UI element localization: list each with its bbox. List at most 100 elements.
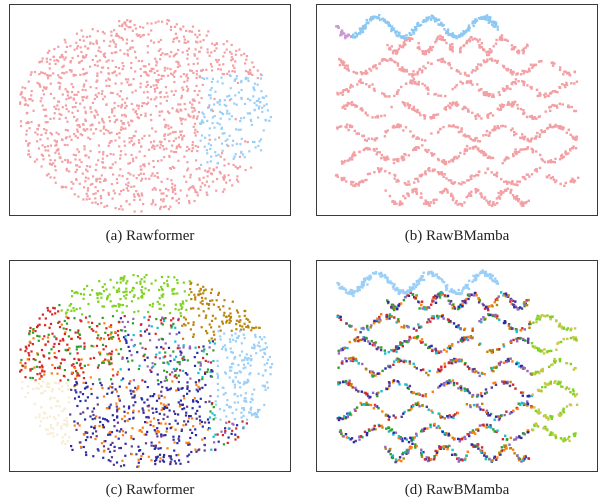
scatter-point-class-1-448 xyxy=(133,311,136,314)
scatter-point-class-0-1154 xyxy=(543,95,547,99)
scatter-point-class-0-385 xyxy=(86,128,89,131)
scatter-point-class-2-314 xyxy=(572,335,575,339)
scatter-point-class-0-421 xyxy=(57,74,60,77)
scatter-point-class-0-1138 xyxy=(490,95,494,98)
scatter-point-class-0-851 xyxy=(231,58,234,61)
scatter-point-class-10-543 xyxy=(113,449,116,452)
scatter-point-class-10-285 xyxy=(111,441,114,444)
scatter-point-class-10-559 xyxy=(116,421,119,424)
scatter-point-class-0-582 xyxy=(81,134,84,137)
scatter-point-class-0-753 xyxy=(175,52,178,55)
scatter-point-class-0-740 xyxy=(159,48,162,51)
scatter-point-class-3-118 xyxy=(339,318,343,321)
scatter-point-class-0-846 xyxy=(562,126,565,129)
scatter-point-class-5-270 xyxy=(468,434,471,438)
scatter-point-class-0-928 xyxy=(490,204,494,207)
scatter-point-class-0-797 xyxy=(95,39,98,42)
scatter-point-class-6-644 xyxy=(190,307,193,310)
scatter-point-class-0-144 xyxy=(387,157,390,161)
scatter-point-class-2-1494 xyxy=(340,29,344,32)
scatter-point-class-2-1137 xyxy=(31,343,34,346)
scatter-point-class-2-126 xyxy=(557,325,561,328)
scatter-point-class-6-60 xyxy=(204,288,207,291)
scatter-point-class-4-509 xyxy=(107,420,110,423)
scatter-point-class-1-882 xyxy=(209,147,212,151)
scatter-point-class-0-862 xyxy=(457,130,461,134)
scatter-point-class-1-1531 xyxy=(356,33,359,36)
scatter-point-class-1-987 xyxy=(207,142,210,145)
scatter-point-class-3-219 xyxy=(483,307,487,310)
scatter-point-class-0-1191 xyxy=(242,383,245,386)
scatter-point-class-0-108 xyxy=(112,39,115,42)
scatter-point-class-0-273 xyxy=(227,162,230,165)
scatter-point-class-6-867 xyxy=(225,321,228,324)
scatter-point-class-0-553 xyxy=(490,171,493,174)
scatter-point-class-1-1265 xyxy=(122,291,125,294)
scatter-point-class-0-379 xyxy=(74,105,77,108)
scatter-point-class-0-977 xyxy=(196,115,199,118)
scatter-point-class-7-982 xyxy=(107,353,110,356)
scatter-point-class-0-638 xyxy=(348,157,352,160)
scatter-point-class-0-496 xyxy=(49,159,52,162)
scatter-point-class-9-457 xyxy=(516,454,519,457)
scatter-point-class-1-1231 xyxy=(230,115,233,118)
scatter-point-class-4-1068 xyxy=(109,443,112,446)
scatter-point-class-0-1002 xyxy=(466,80,469,83)
scatter-point-class-9-897 xyxy=(54,417,57,420)
scatter-point-class-0-1009 xyxy=(365,139,368,142)
scatter-point-class-0-1375 xyxy=(154,90,157,93)
scatter-point-class-0-468 xyxy=(539,153,542,157)
scatter-point-class-2-1413 xyxy=(118,321,121,324)
scatter-point-class-0-374 xyxy=(251,73,254,76)
scatter-point-class-10-1340 xyxy=(69,413,72,416)
scatter-point-class-1-316 xyxy=(261,110,264,113)
scatter-point-class-3-1209 xyxy=(69,352,72,355)
scatter-point-class-7-355 xyxy=(102,395,106,398)
scatter-point-class-0-560 xyxy=(85,192,88,195)
scatter-point-class-0-1165 xyxy=(476,40,480,43)
scatter-point-class-0-1222 xyxy=(506,85,509,88)
scatter-point-class-0-867 xyxy=(449,43,452,47)
scatter-point-class-1-325 xyxy=(86,284,89,288)
scatter-point-class-6-1143 xyxy=(202,285,205,288)
scatter-point-class-0-769 xyxy=(565,131,568,134)
scatter-point-class-10-28 xyxy=(95,435,98,438)
scatter-point-class-0-338 xyxy=(172,139,175,143)
scatter-point-class-0-772 xyxy=(406,37,410,40)
scatter-point-class-0-930 xyxy=(254,335,257,339)
scatter-point-class-0-817 xyxy=(442,60,445,63)
scatter-point-class-3-220 xyxy=(440,365,443,368)
scatter-point-class-10-701 xyxy=(198,448,201,451)
scatter-point-class-0-22 xyxy=(169,205,172,208)
scatter-point-class-6-1039 xyxy=(222,314,225,317)
scatter-point-class-0-741 xyxy=(195,159,198,162)
scatter-point-class-0-1340 xyxy=(137,104,140,107)
scatter-point-class-0-1349 xyxy=(97,159,100,162)
scatter-point-class-0-1351 xyxy=(247,70,250,74)
scatter-point-class-0-722 xyxy=(373,89,376,92)
scatter-point-class-0-772 xyxy=(47,172,50,176)
scatter-point-class-0-1057 xyxy=(44,132,47,135)
scatter-point-class-0-565 xyxy=(470,71,474,74)
scatter-point-class-1-1477 xyxy=(397,34,400,38)
scatter-point-class-0-1052 xyxy=(73,48,76,51)
scatter-point-class-1-628 xyxy=(258,105,261,108)
scatter-point-class-6-1315 xyxy=(235,309,239,312)
scatter-point-class-3-101 xyxy=(48,352,51,355)
scatter-point-class-0-626 xyxy=(380,167,383,170)
scatter-point-class-10-99 xyxy=(388,382,391,385)
scatter-point-class-1-134 xyxy=(225,112,228,115)
scatter-point-class-7-1384 xyxy=(201,438,204,441)
scatter-point-class-0-900 xyxy=(140,192,143,195)
scatter-point-class-0-1174 xyxy=(156,176,159,179)
scatter-point-class-0-613 xyxy=(222,178,225,181)
scatter-point-class-0-155 xyxy=(392,49,395,52)
scatter-point-class-0-701 xyxy=(147,101,150,104)
scatter-point-class-6-1400 xyxy=(241,325,244,328)
scatter-point-class-0-868 xyxy=(414,109,417,113)
scatter-point-class-10-1456 xyxy=(85,431,88,434)
scatter-point-class-7-1139 xyxy=(24,365,27,368)
scatter-point-class-0-1397 xyxy=(202,39,205,42)
scatter-point-class-1-1499 xyxy=(351,34,354,38)
scatter-point-class-1-1417 xyxy=(365,18,368,22)
